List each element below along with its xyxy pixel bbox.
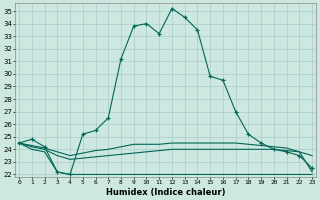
X-axis label: Humidex (Indice chaleur): Humidex (Indice chaleur) [106, 188, 225, 197]
